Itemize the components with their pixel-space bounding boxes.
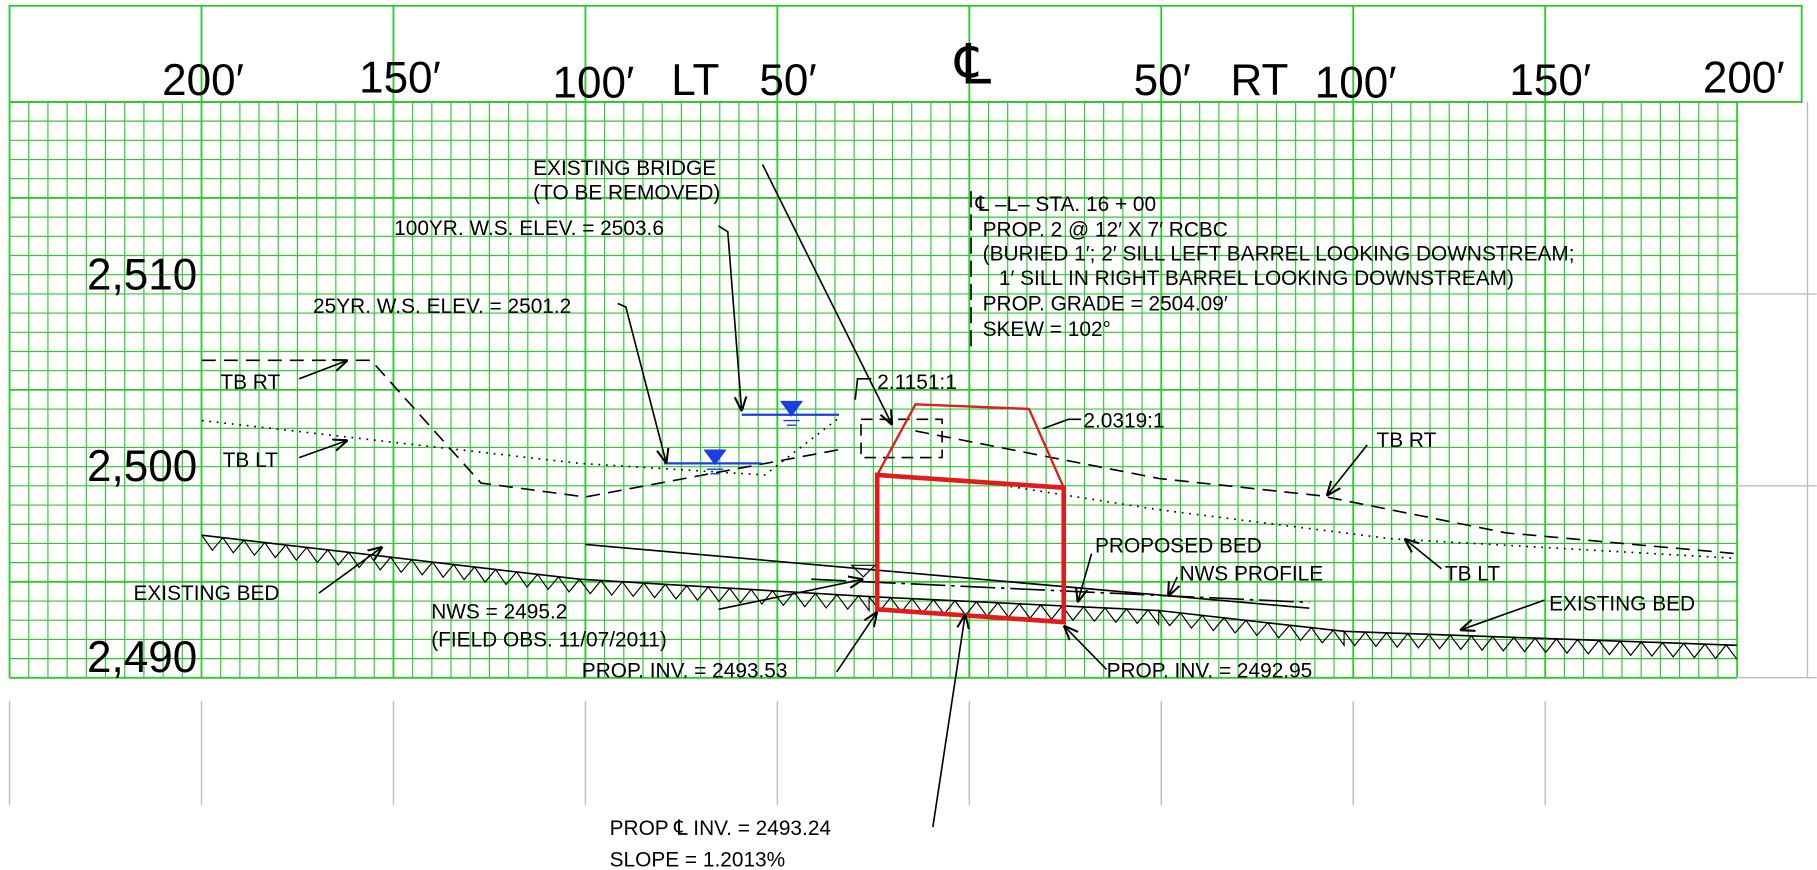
annotation: (BURIED 1′; 2′ SILL LEFT BARREL LOOKING … xyxy=(983,243,1575,266)
annotation: TB LT xyxy=(1445,562,1500,585)
annotation: EXISTING BED xyxy=(133,582,279,605)
profile-lines xyxy=(201,191,1738,660)
elevation-labels: 2,510 2,500 2,490 xyxy=(87,251,197,682)
offset-label: 50′ xyxy=(1134,56,1191,105)
annotation: PROP. INV. = 2493.53 xyxy=(582,660,788,683)
annotation: SLOPE = 1.2013% xyxy=(610,849,786,870)
grid xyxy=(8,4,1817,806)
annotation: PROP. GRADE = 2504.09′ xyxy=(983,292,1228,315)
annotation: 2.0319:1 xyxy=(1083,409,1164,432)
header-labels: 200′ 150′ 100′ LT 50′ ℄ 50′ RT 100′ 150′… xyxy=(162,33,1784,107)
offset-label: 100′ xyxy=(1315,58,1397,107)
header-frame xyxy=(8,4,1803,103)
annotation: ℄ –L– STA. 16 + 00 xyxy=(975,193,1156,216)
annotation: 25YR. W.S. ELEV. = 2501.2 xyxy=(313,295,571,318)
slope-outline xyxy=(876,403,1065,489)
elevation-label: 2,500 xyxy=(87,442,197,491)
centerline-label: ℄ xyxy=(954,33,992,95)
annotation: PROP ℄ INV. = 2493.24 xyxy=(610,817,831,840)
annotations: EXISTING BRIDGE (TO BE REMOVED) 100YR. W… xyxy=(133,157,1695,870)
offset-label: 150′ xyxy=(359,54,441,103)
annotation: PROP. INV. = 2492.95 xyxy=(1107,660,1313,683)
bed-hatch xyxy=(201,534,1738,660)
nws-profile xyxy=(811,578,1310,604)
offset-label: 150′ xyxy=(1509,56,1591,105)
offset-label: 200′ xyxy=(162,56,244,105)
annotation: TB LT xyxy=(223,449,278,472)
offset-label: RT xyxy=(1231,56,1289,105)
offset-label: 50′ xyxy=(759,56,816,105)
annotation: PROPOSED BED xyxy=(1095,535,1262,558)
existing-bridge xyxy=(860,418,943,459)
offset-label: 100′ xyxy=(553,58,635,107)
tb-rt-line xyxy=(915,430,1737,555)
bed-hatch xyxy=(201,534,1738,660)
water-surfaces xyxy=(664,400,839,475)
annotation: (FIELD OBS. 11/07/2011) xyxy=(431,628,667,651)
annotation: 1′ SILL IN RIGHT BARREL LOOKING DOWNSTRE… xyxy=(999,267,1514,290)
annotation: EXISTING BRIDGE xyxy=(533,157,716,180)
annotation: NWS = 2495.2 xyxy=(431,601,567,624)
annotation: TB RT xyxy=(1377,429,1437,452)
elevation-label: 2,490 xyxy=(87,633,197,682)
annotation: TB RT xyxy=(220,371,280,394)
annotation: PROP. 2 @ 12′ X 7′ RCBC xyxy=(983,218,1228,241)
annotation: EXISTING BED xyxy=(1549,593,1695,616)
offset-label: LT xyxy=(671,56,719,105)
ws-symbol xyxy=(703,449,727,466)
leaders xyxy=(298,164,1545,828)
annotation: (TO BE REMOVED) xyxy=(533,181,720,204)
offset-label: 200′ xyxy=(1703,54,1785,103)
culvert xyxy=(874,472,1067,625)
nws-symbol xyxy=(850,564,877,578)
annotation: NWS PROFILE xyxy=(1180,562,1324,585)
annotation: SKEW = 102° xyxy=(983,318,1111,341)
annotation: 100YR. W.S. ELEV. = 2503.6 xyxy=(394,217,664,240)
tb-rt-line xyxy=(201,359,841,498)
elevation-label: 2,510 xyxy=(87,251,197,300)
annotation: 2.1151:1 xyxy=(877,371,957,394)
ws-symbol xyxy=(779,400,804,417)
